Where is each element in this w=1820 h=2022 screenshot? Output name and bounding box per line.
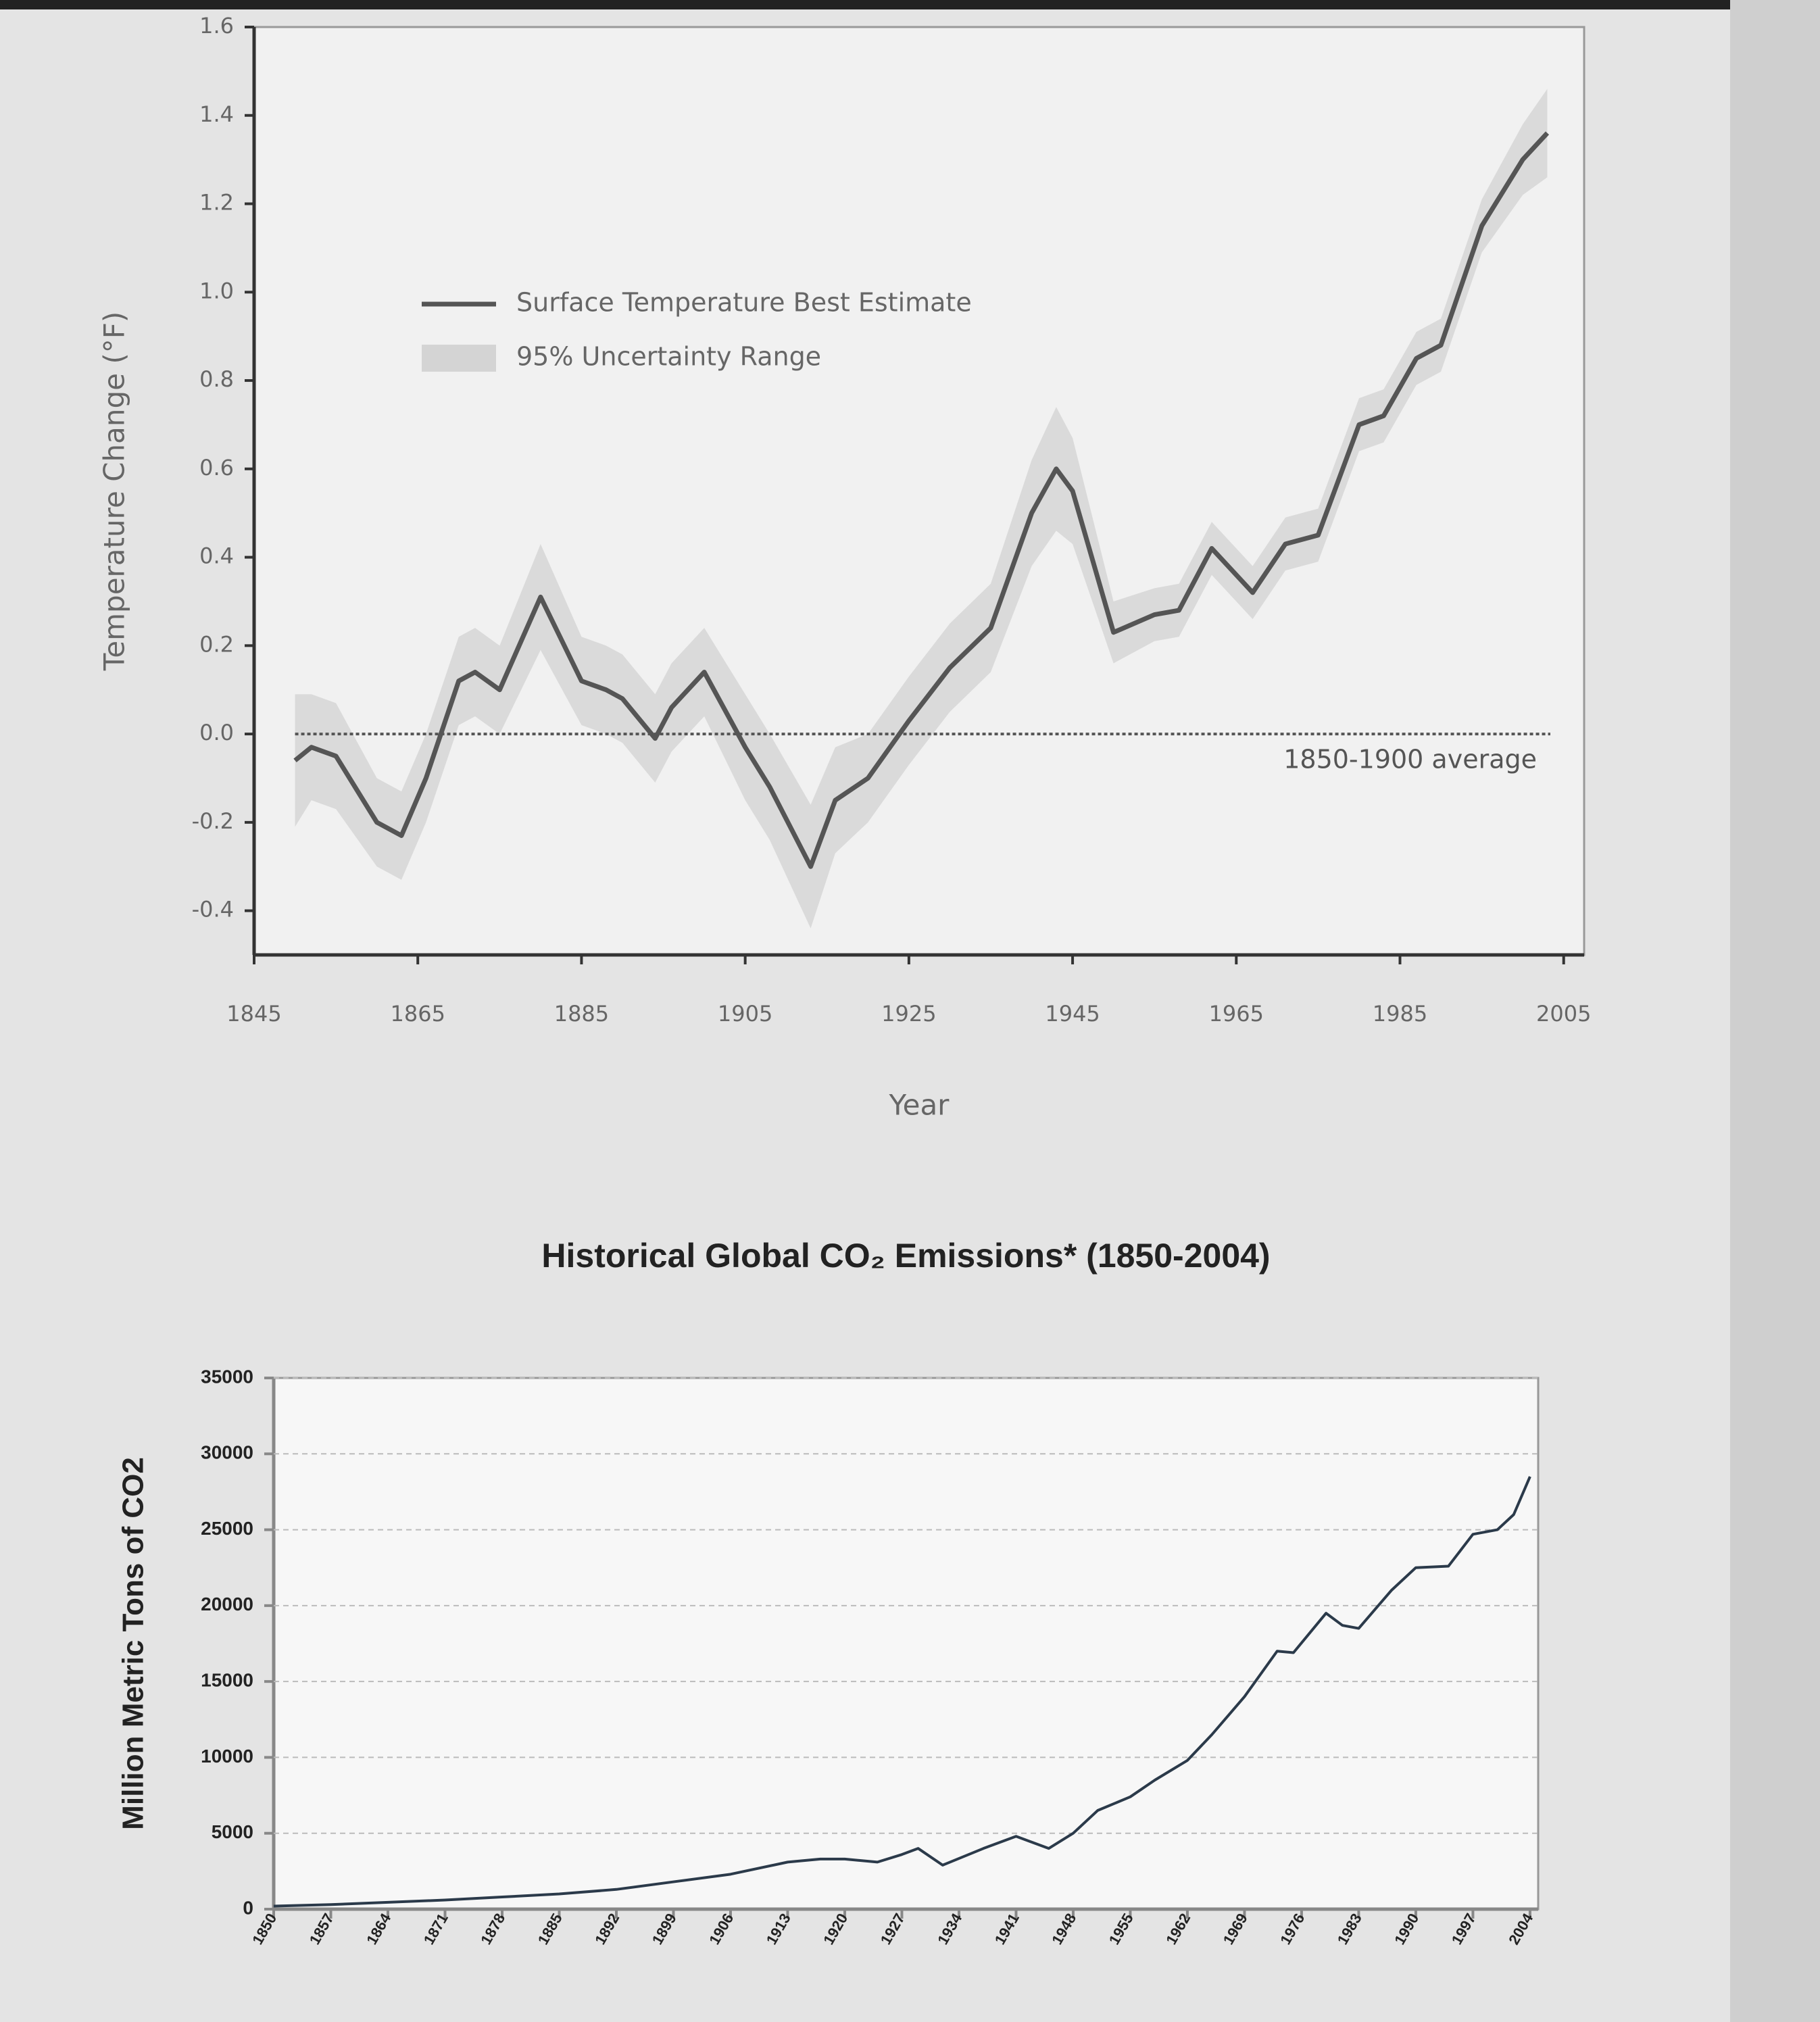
y-tick-label: 0.2	[199, 631, 234, 657]
y-tick-label: -0.2	[192, 808, 234, 834]
legend-label: Surface Temperature Best Estimate	[516, 288, 972, 318]
y-tick-label: 35000	[201, 1366, 253, 1387]
y-tick-label: 1.4	[199, 101, 234, 127]
data-line	[273, 1476, 1531, 1908]
y-tick-label: 0.0	[199, 720, 234, 745]
y-tick-label: 25000	[201, 1518, 253, 1539]
top-bar	[0, 0, 1820, 9]
y-axis-label: Million Metric Tons of CO2	[117, 1457, 150, 1830]
uncertainty-band	[295, 89, 1548, 929]
y-tick-label: 0.8	[199, 366, 234, 392]
x-tick-label: 1845	[226, 1001, 281, 1027]
x-tick-label: 1925	[881, 1001, 936, 1027]
x-tick-label: 1945	[1045, 1001, 1100, 1027]
legend-label: 95% Uncertainty Range	[516, 342, 821, 372]
chart-title: Historical Global CO₂ Emissions* (1850-2…	[541, 1237, 1270, 1275]
x-axis-label: Year	[889, 1089, 950, 1122]
y-tick-label: 5000	[212, 1821, 253, 1842]
y-tick-label: 1.0	[199, 278, 234, 303]
y-tick-label: -0.4	[192, 897, 234, 922]
x-tick-label: 1865	[390, 1001, 445, 1027]
side-shade	[1730, 0, 1820, 2022]
y-tick-label: 20000	[201, 1594, 253, 1614]
y-tick-label: 30000	[201, 1442, 253, 1463]
legend-swatch	[422, 345, 496, 372]
y-tick-label: 0	[243, 1897, 253, 1918]
x-tick-label: 2005	[1536, 1001, 1591, 1027]
y-tick-label: 0.6	[199, 455, 234, 480]
y-tick-label: 0.4	[199, 543, 234, 569]
plot-area	[253, 26, 1585, 956]
y-tick-label: 1.6	[199, 13, 234, 39]
data-line	[293, 131, 1550, 869]
reference-label: 1850-1900 average	[1283, 745, 1537, 774]
x-tick-label: 1885	[554, 1001, 609, 1027]
plot-area	[272, 1377, 1540, 1910]
y-tick-label: 10000	[201, 1746, 253, 1767]
x-tick-label: 1905	[718, 1001, 772, 1027]
y-axis-label: Temperature Change (°F)	[98, 312, 131, 671]
y-tick-label: 15000	[201, 1670, 253, 1691]
y-tick-label: 1.2	[199, 190, 234, 216]
x-tick-label: 1985	[1373, 1001, 1427, 1027]
x-tick-label: 1965	[1209, 1001, 1264, 1027]
